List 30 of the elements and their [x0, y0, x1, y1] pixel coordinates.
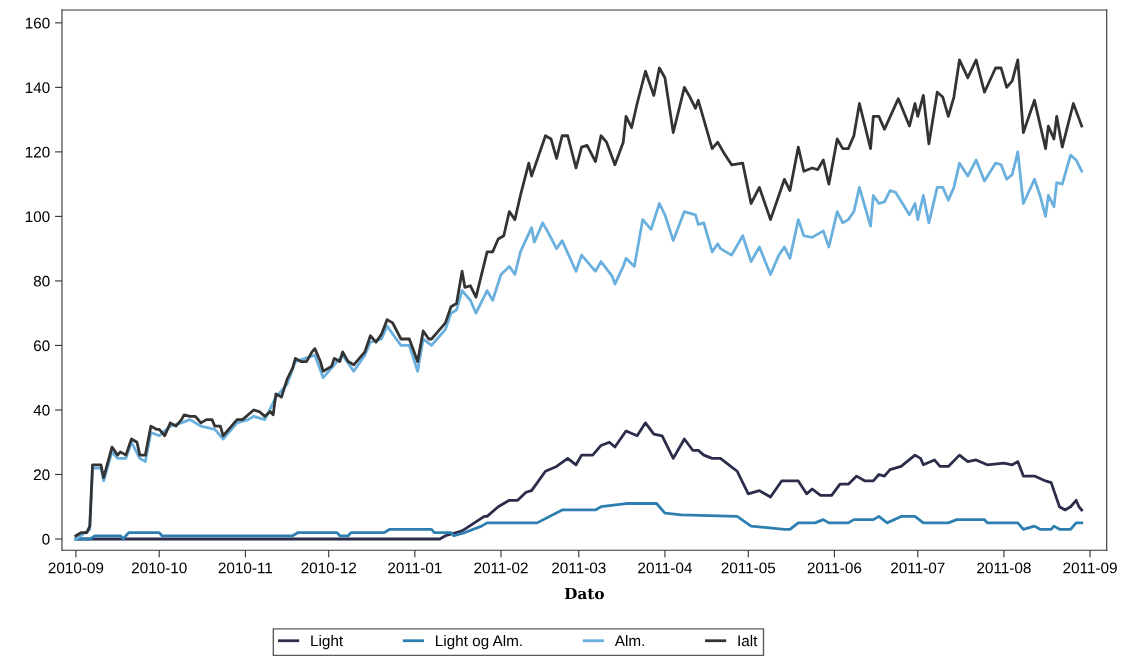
- x-tick-label: 2011-02: [474, 562, 528, 574]
- x-tick-label: 2011-03: [552, 562, 606, 574]
- x-tick-label: 2011-06: [807, 562, 862, 574]
- y-tick-label: 140: [25, 82, 50, 94]
- legend-label: Alm.: [614, 635, 644, 647]
- y-tick-label: 80: [33, 275, 50, 287]
- line-series: [74, 502, 1084, 541]
- legend-label: Light: [311, 635, 344, 650]
- x-tick-label: 2011-08: [977, 562, 1031, 574]
- x-tick-label: 2011-04: [638, 562, 692, 574]
- x-tick-label: 2010-09: [48, 562, 104, 574]
- x-tick-label: 2010-12: [301, 562, 356, 574]
- line-series: [74, 58, 1084, 538]
- y-tick-label: 100: [25, 211, 50, 223]
- x-tick-label: 2010-10: [131, 562, 187, 574]
- y-tick-label: 20: [33, 469, 50, 481]
- y-tick-label: 60: [33, 340, 50, 352]
- x-tick-label: 2010-11: [218, 562, 273, 574]
- x-axis-title: Dato: [564, 587, 604, 600]
- line-series: [74, 150, 1084, 541]
- legend-label: Ialt: [738, 635, 758, 647]
- y-tick-label: 0: [42, 533, 50, 545]
- legend-label: Light og Alm.: [436, 635, 522, 650]
- x-tick-label: 2011-05: [721, 562, 776, 574]
- y-tick-label: 160: [25, 17, 50, 29]
- x-tick-label: 2011-09: [1063, 562, 1117, 574]
- y-tick-label: 40: [33, 404, 50, 416]
- y-tick-label: 120: [25, 146, 50, 158]
- x-tick-label: 2011-01: [388, 562, 442, 574]
- x-tick-label: 2011-07: [891, 562, 945, 574]
